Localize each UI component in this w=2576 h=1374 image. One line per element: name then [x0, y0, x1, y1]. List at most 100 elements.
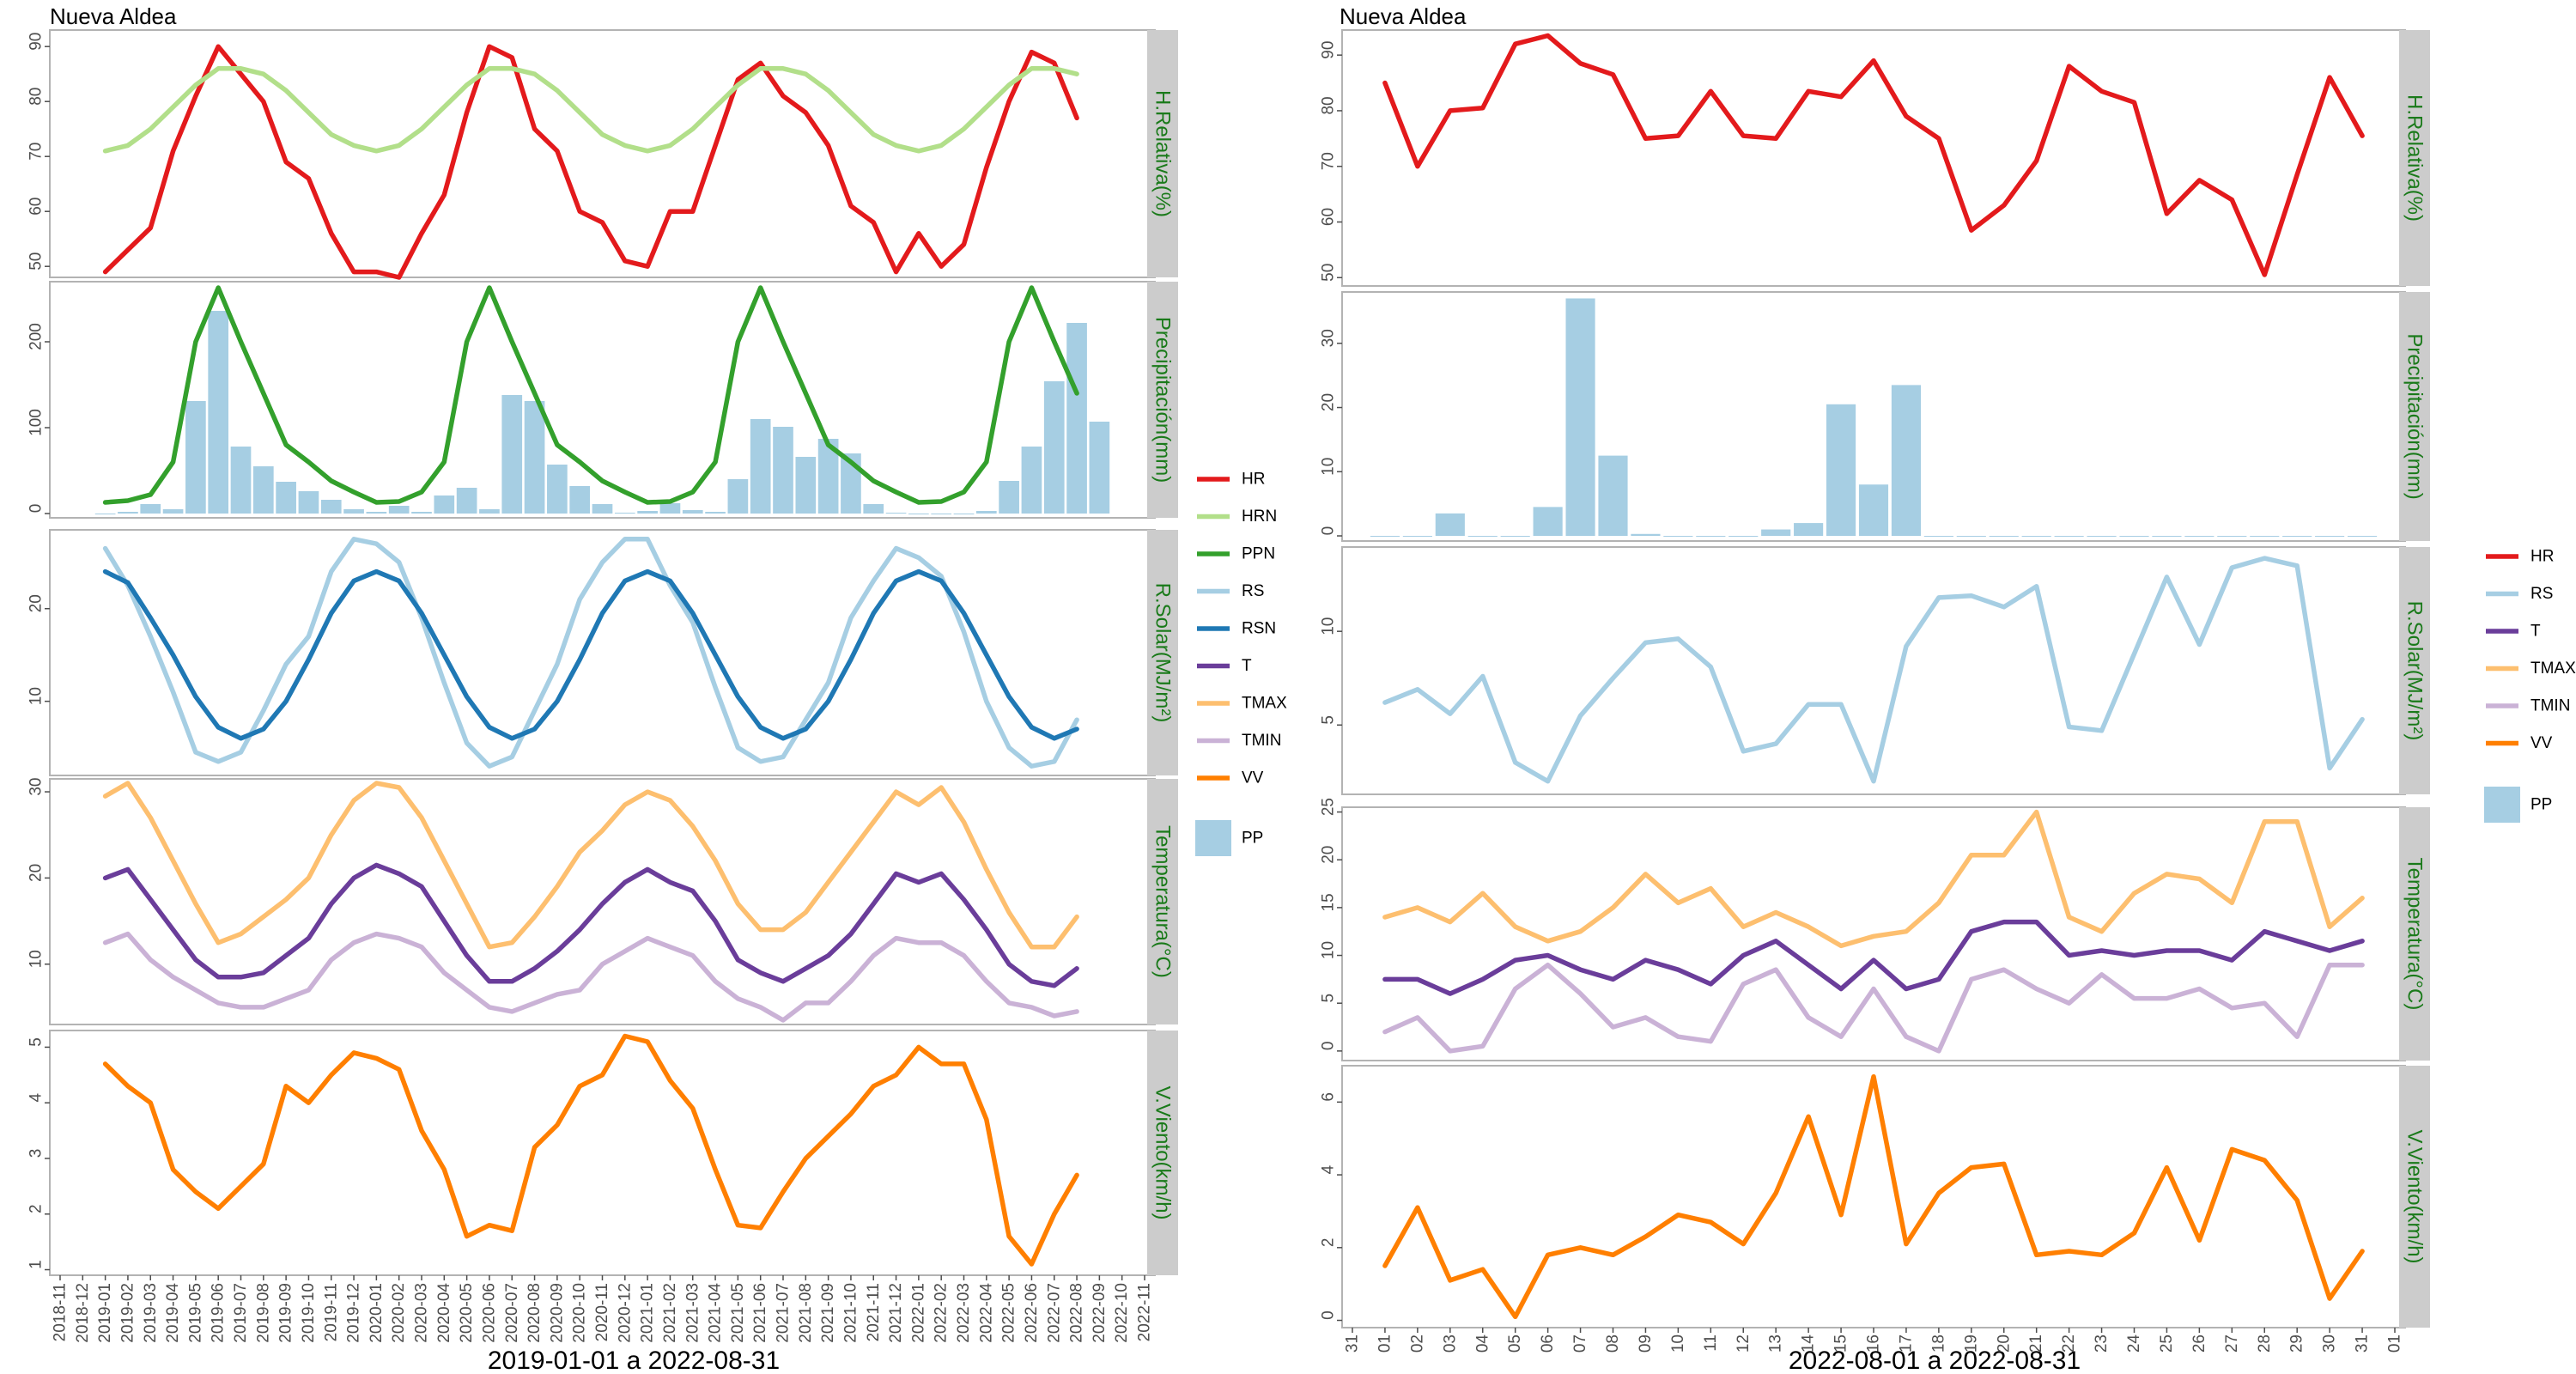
left-x-axis-label: 2019-01-01 a 2022-08-31	[488, 1347, 780, 1374]
legend-label-vv: VV	[1242, 769, 1264, 787]
facet-strip	[2399, 1066, 2430, 1328]
bar-pp-41	[999, 481, 1019, 514]
bar-pp-14	[1794, 523, 1824, 537]
bar-pp-29	[727, 479, 749, 514]
y-tick-label: 10	[1320, 458, 1338, 476]
bar-pp-19	[501, 395, 523, 514]
bar-pp-5	[185, 401, 206, 514]
x-tick-label: 2019-08	[254, 1283, 272, 1343]
x-tick-label: 14	[1800, 1334, 1818, 1353]
y-tick-label: 0	[1320, 1042, 1338, 1051]
x-tick-label: 20	[1995, 1334, 2013, 1353]
bar-pp-9	[276, 482, 296, 514]
legend-label-ppn: PPN	[1242, 545, 1275, 563]
y-tick-label: 30	[27, 777, 46, 795]
x-tick-label: 2019-01	[96, 1283, 114, 1343]
y-tick-label: 200	[27, 323, 46, 350]
bar-pp-13	[1761, 529, 1791, 537]
bar-pp-24	[2119, 536, 2149, 538]
legend-label-tmin: TMIN	[1242, 732, 1281, 750]
left-x-axis: 2018-11 2018-12 2019-01 2019-02 2019-03 2019-…	[52, 1275, 1154, 1343]
y-tick-label: 0	[1320, 1310, 1338, 1320]
panel-frame	[1341, 29, 2406, 287]
series-line-hr	[102, 44, 1079, 280]
y-tick-label: 2	[1320, 1238, 1338, 1248]
bar-pp-4	[162, 509, 184, 514]
x-tick-label: 2019-06	[210, 1283, 228, 1343]
bar-pp-2	[1402, 536, 1432, 538]
y-tick-label: 2	[27, 1204, 46, 1213]
facet-strip	[1147, 530, 1178, 775]
panel-frame	[49, 29, 1156, 278]
bar-pp-31	[773, 427, 793, 514]
bar-pp-22	[569, 486, 591, 514]
facet-strip	[1147, 282, 1178, 518]
legend-label-tmax: TMAX	[1242, 695, 1287, 713]
bar-pp-25	[2152, 536, 2182, 538]
y-tick-label: 15	[1320, 893, 1338, 911]
right-legend: HR RS T TMAX TMIN VV PP	[2484, 548, 2576, 823]
legend-label-rs: RS	[1242, 582, 1264, 600]
series-line-hr	[1382, 33, 2365, 277]
legend-label-rsn: RSN	[1242, 620, 1276, 638]
y-tick-label: 0	[1320, 526, 1338, 536]
left-panel-h-relativa: H.Relativa(%) 50 60 70 80 90	[27, 29, 1178, 280]
y-tick-label: 60	[27, 198, 46, 216]
legend-label-hrn: HRN	[1242, 508, 1277, 526]
right-chart-title: Nueva Aldea	[1340, 3, 1467, 29]
bar-pp-44	[1066, 323, 1087, 514]
x-tick-label: 18	[1929, 1334, 1947, 1353]
bar-pp-30	[2315, 536, 2345, 538]
legend-label-t: T	[2530, 623, 2541, 641]
x-tick-label: 2021-08	[797, 1283, 815, 1343]
bar-pp-2	[118, 512, 138, 514]
legend-label-tmax: TMAX	[2530, 660, 2576, 678]
y-tick-label: 10	[27, 687, 46, 705]
bar-pp-43	[1043, 381, 1065, 514]
series-line-tmax	[1382, 809, 2365, 949]
series-line-t	[1382, 919, 2365, 996]
x-tick-label: 01	[2386, 1334, 2404, 1353]
facet-strip-label: H.Relativa(%)	[2403, 94, 2427, 222]
y-tick-label: 4	[1320, 1164, 1338, 1174]
left-legend: HR HRN PPN RS RSN T TMAX TMIN VV PP	[1195, 471, 1287, 856]
x-tick-label: 24	[2125, 1334, 2143, 1353]
y-tick-label: 90	[27, 33, 46, 51]
facet-strip	[2399, 807, 2430, 1061]
bar-pp-14	[388, 506, 410, 514]
panel-frame	[49, 1030, 1156, 1276]
y-tick-label: 20	[27, 594, 46, 612]
bar-pp-31	[2347, 536, 2378, 538]
x-tick-label: 21	[2027, 1334, 2045, 1353]
bar-pp-15	[1826, 404, 1856, 537]
panel-frame	[1341, 806, 2406, 1061]
panel-frame	[1341, 546, 2406, 795]
y-tick-label: 60	[1320, 208, 1338, 226]
x-tick-label: 25	[2158, 1334, 2176, 1353]
y-tick-label: 90	[1320, 41, 1338, 59]
x-tick-label: 26	[2190, 1334, 2208, 1353]
y-tick-label: 10	[1320, 617, 1338, 635]
x-tick-label: 2021-11	[865, 1283, 883, 1341]
facet-strip-label: R.Solar(MJ/m²)	[2403, 601, 2427, 741]
legend-label-rs: RS	[2530, 585, 2553, 603]
x-tick-label: 2022-03	[955, 1283, 973, 1343]
x-tick-label: 2019-07	[232, 1283, 250, 1343]
series-line-tmin	[102, 931, 1079, 1023]
legend-label-pp: PP	[2530, 796, 2552, 814]
bar-pp-7	[230, 447, 252, 514]
x-tick-label: 2021-04	[707, 1283, 725, 1343]
bar-pp-8	[252, 466, 274, 514]
legend-label-hr: HR	[2530, 548, 2554, 566]
legend-swatch-pp	[1195, 820, 1231, 856]
bar-pp-4	[1467, 536, 1498, 538]
bar-pp-27	[682, 510, 703, 514]
x-tick-label: 2021-02	[661, 1283, 679, 1343]
x-tick-label: 2020-03	[413, 1283, 431, 1343]
x-tick-label: 2019-12	[345, 1283, 363, 1343]
x-tick-label: 2021-10	[841, 1283, 860, 1343]
bar-pp-16	[434, 495, 455, 514]
x-tick-label: 2021-12	[887, 1283, 905, 1343]
facet-strip-label: Precipitación(mm)	[2403, 333, 2427, 499]
